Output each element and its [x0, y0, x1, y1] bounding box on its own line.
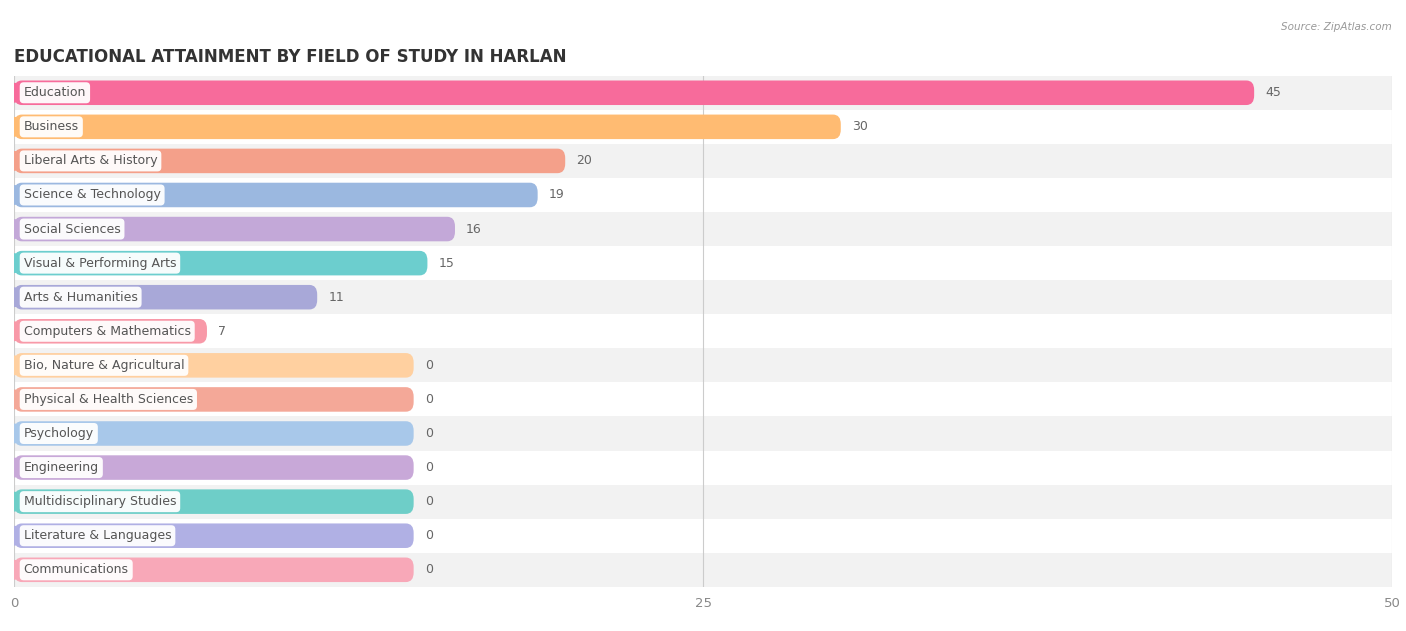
Text: Source: ZipAtlas.com: Source: ZipAtlas.com [1281, 22, 1392, 32]
Text: Education: Education [24, 86, 86, 99]
Text: EDUCATIONAL ATTAINMENT BY FIELD OF STUDY IN HARLAN: EDUCATIONAL ATTAINMENT BY FIELD OF STUDY… [14, 48, 567, 66]
Circle shape [7, 288, 21, 307]
Text: Psychology: Psychology [24, 427, 94, 440]
FancyBboxPatch shape [14, 319, 207, 343]
FancyBboxPatch shape [14, 217, 456, 241]
Bar [14, 212, 1392, 246]
Bar [14, 178, 1392, 212]
Circle shape [7, 186, 21, 204]
Circle shape [7, 390, 21, 409]
Text: Multidisciplinary Studies: Multidisciplinary Studies [24, 495, 176, 508]
Text: Social Sciences: Social Sciences [24, 223, 121, 235]
Text: Business: Business [24, 121, 79, 133]
Circle shape [7, 560, 21, 579]
Text: Communications: Communications [24, 563, 129, 576]
Circle shape [7, 356, 21, 375]
Bar [14, 451, 1392, 485]
Text: 0: 0 [425, 563, 433, 576]
Bar [14, 519, 1392, 553]
Bar [14, 553, 1392, 587]
Text: Bio, Nature & Agricultural: Bio, Nature & Agricultural [24, 359, 184, 372]
FancyBboxPatch shape [14, 558, 413, 582]
Circle shape [7, 83, 21, 102]
Circle shape [7, 151, 21, 170]
Text: 0: 0 [425, 461, 433, 474]
FancyBboxPatch shape [14, 353, 413, 377]
Bar [14, 485, 1392, 519]
FancyBboxPatch shape [14, 456, 413, 480]
Circle shape [7, 322, 21, 341]
Bar [14, 280, 1392, 314]
FancyBboxPatch shape [14, 115, 841, 139]
Text: 0: 0 [425, 495, 433, 508]
Bar [14, 246, 1392, 280]
Bar [14, 76, 1392, 110]
Bar [14, 348, 1392, 382]
Circle shape [7, 526, 21, 545]
Circle shape [7, 117, 21, 136]
Text: 16: 16 [465, 223, 482, 235]
FancyBboxPatch shape [14, 387, 413, 411]
FancyBboxPatch shape [14, 285, 318, 309]
Circle shape [7, 254, 21, 273]
Text: Visual & Performing Arts: Visual & Performing Arts [24, 257, 176, 269]
Text: 11: 11 [328, 291, 344, 304]
Text: 19: 19 [548, 189, 564, 201]
Text: 0: 0 [425, 359, 433, 372]
Text: 0: 0 [425, 393, 433, 406]
FancyBboxPatch shape [14, 81, 1254, 105]
Text: Engineering: Engineering [24, 461, 98, 474]
FancyBboxPatch shape [14, 422, 413, 445]
Text: 0: 0 [425, 529, 433, 542]
FancyBboxPatch shape [14, 251, 427, 275]
FancyBboxPatch shape [14, 490, 413, 514]
Text: Literature & Languages: Literature & Languages [24, 529, 172, 542]
Bar [14, 382, 1392, 416]
Circle shape [7, 424, 21, 443]
Text: Physical & Health Sciences: Physical & Health Sciences [24, 393, 193, 406]
Circle shape [7, 458, 21, 477]
Text: 45: 45 [1265, 86, 1281, 99]
Bar [14, 314, 1392, 348]
Text: Liberal Arts & History: Liberal Arts & History [24, 155, 157, 167]
Text: 0: 0 [425, 427, 433, 440]
Circle shape [7, 492, 21, 511]
Text: 7: 7 [218, 325, 226, 338]
FancyBboxPatch shape [14, 524, 413, 548]
Text: 20: 20 [576, 155, 592, 167]
Text: 15: 15 [439, 257, 454, 269]
Bar [14, 416, 1392, 451]
Bar [14, 144, 1392, 178]
Text: Science & Technology: Science & Technology [24, 189, 160, 201]
Text: Computers & Mathematics: Computers & Mathematics [24, 325, 191, 338]
FancyBboxPatch shape [14, 149, 565, 173]
Text: Arts & Humanities: Arts & Humanities [24, 291, 138, 304]
Bar [14, 110, 1392, 144]
FancyBboxPatch shape [14, 183, 537, 207]
Text: 30: 30 [852, 121, 868, 133]
Circle shape [7, 220, 21, 239]
